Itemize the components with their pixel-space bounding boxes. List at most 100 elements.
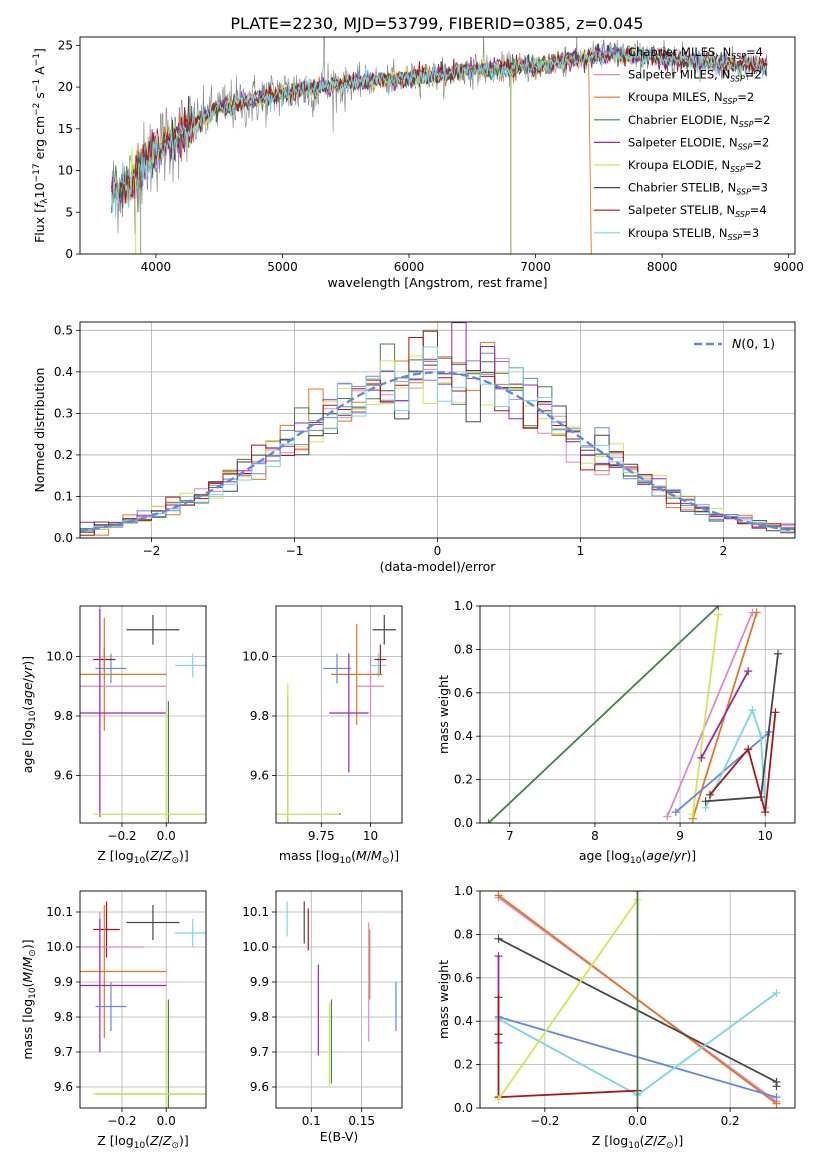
- y-tick-label: 0.4: [454, 729, 473, 743]
- legend-entry: Chabrier ELODIE, NSSP=2: [628, 113, 770, 129]
- axes-frame: [479, 605, 796, 824]
- series-line: [709, 712, 777, 813]
- y-tick-label: 0.0: [454, 1101, 473, 1115]
- x-tick-label: 0.2: [721, 1114, 740, 1128]
- legend-entry: Chabrier MILES, NSSP=4: [628, 45, 763, 61]
- legend: N(0, 1): [694, 336, 775, 351]
- series-line: [700, 670, 749, 759]
- y-tick-label: 9.9: [250, 975, 269, 989]
- axes-frame: [275, 605, 403, 824]
- legend: Chabrier MILES, NSSP=4 Salpeter MILES, NS…: [594, 45, 770, 242]
- data-point: [772, 1082, 781, 1091]
- x-tick-label: 5000: [267, 260, 298, 274]
- y-tick-label: 9.9: [54, 975, 73, 989]
- legend-entry: Salpeter ELODIE, NSSP=2: [628, 135, 769, 151]
- figure-title: PLATE=2230, MJD=53799, FIBERID=0385, z=0…: [230, 14, 643, 33]
- x-tick-label: 10: [758, 829, 773, 843]
- y-tick-label: 10.1: [46, 905, 73, 919]
- axes-frame: [79, 321, 796, 539]
- series-line: [704, 707, 767, 809]
- panel-age_vs_Z: −0.2 0.0 9.6 9.8 10.0 Z [log10(Z/Z⊙)] age [log…: [20, 605, 207, 866]
- y-axis-label: Flux [fλ10−17 erg cm−2 s−1 A−1]: [32, 48, 50, 243]
- y-tick-label: 15: [58, 122, 73, 136]
- data-point: [688, 810, 697, 819]
- x-axis-label: wavelength [Angstrom, rest frame]: [327, 275, 547, 290]
- x-axis-label: age [log10(age/yr)]: [579, 848, 696, 866]
- x-axis-label: Z [log10(Z/Z⊙)]: [592, 1133, 684, 1151]
- x-tick-label: 0.0: [628, 1114, 647, 1128]
- x-tick-label: 0.0: [157, 1114, 176, 1128]
- x-tick-label: −0.2: [530, 1114, 559, 1128]
- y-tick-label: 0.1: [54, 489, 73, 503]
- x-tick-label: 8000: [647, 260, 678, 274]
- data-point: [748, 706, 757, 715]
- x-axis-label: E(B-V): [320, 1129, 359, 1144]
- legend-entry: Salpeter STELIB, NSSP=4: [628, 203, 767, 219]
- y-tick-label: 0: [65, 247, 73, 261]
- spectrum-model-line: [111, 44, 768, 204]
- x-tick-label: 9000: [773, 260, 804, 274]
- data-point: [494, 934, 503, 943]
- y-tick-label: 9.6: [54, 1080, 73, 1094]
- x-tick-label: 0.15: [348, 1114, 375, 1128]
- plot-area: [80, 322, 795, 538]
- data-point: [671, 808, 680, 817]
- y-tick-label: 25: [58, 38, 73, 52]
- y-tick-label: 10.0: [242, 940, 269, 954]
- x-tick-label: −1: [286, 544, 304, 558]
- x-tick-label: 1: [577, 544, 585, 558]
- data-point: [714, 606, 723, 610]
- axes-frame: [275, 890, 403, 1109]
- y-axis-label: mass weight: [436, 960, 451, 1039]
- y-tick-label: 0.4: [454, 1014, 473, 1028]
- data-point: [633, 1104, 642, 1108]
- panel-mass_vs_Z: −0.2 0.0 9.6 9.7 9.8 9.9 10.0 10.1 Z [log10(Z/Z⊙…: [20, 890, 207, 1151]
- y-tick-label: 10.1: [242, 905, 269, 919]
- x-tick-label: 0.1: [302, 1114, 321, 1128]
- panel-residuals: −2 −1 0 1 2 0.0 0.1 0.2 0.3 0.4 0.5 (data-model)/er…: [32, 321, 796, 574]
- data-point: [744, 745, 753, 754]
- plot-area: [494, 891, 781, 1108]
- x-tick-label: 9: [676, 829, 684, 843]
- legend-entry: Kroupa ELODIE, NSSP=2: [628, 158, 762, 174]
- y-tick-label: 9.8: [250, 709, 269, 723]
- x-tick-label: 0: [434, 544, 442, 558]
- x-tick-label: 8: [591, 829, 599, 843]
- series-line: [497, 899, 639, 1100]
- y-tick-label: 9.7: [250, 1045, 269, 1059]
- y-tick-label: 1.0: [454, 884, 473, 898]
- x-axis-label: mass [log10(M/M⊙)]: [279, 848, 399, 866]
- data-point: [633, 891, 642, 895]
- axes-frame: [79, 36, 796, 255]
- plot-area: [286, 901, 397, 1087]
- data-point: [494, 993, 503, 1002]
- data-point: [744, 667, 753, 676]
- x-tick-label: −0.2: [107, 1114, 136, 1128]
- data-point: [494, 1095, 503, 1104]
- y-tick-label: 0.8: [454, 927, 473, 941]
- plot-area: [80, 901, 206, 1108]
- x-tick-label: 0.0: [157, 829, 176, 843]
- legend-entry: Chabrier STELIB, NSSP=3: [628, 181, 768, 197]
- y-tick-label: 9.8: [250, 1010, 269, 1024]
- plot-area: [276, 614, 397, 823]
- data-point: [697, 753, 706, 762]
- x-tick-label: 7: [506, 829, 514, 843]
- y-tick-label: 0.5: [54, 323, 73, 337]
- y-axis-label: Normed distribution: [32, 368, 47, 493]
- series-line: [666, 612, 754, 817]
- y-tick-label: 0.4: [54, 365, 73, 379]
- y-tick-label: 0.2: [454, 773, 473, 787]
- data-point: [761, 808, 770, 817]
- data-point: [494, 1030, 503, 1039]
- panel-spectrum: 4000 5000 6000 7000 8000 9000 0 5 10 15 20 25 wavele…: [32, 36, 804, 290]
- y-axis-label: mass weight: [436, 675, 451, 754]
- x-tick-label: −0.2: [107, 829, 136, 843]
- y-tick-label: 10.0: [46, 650, 73, 664]
- x-tick-label: 9.75: [308, 829, 335, 843]
- y-tick-label: 20: [58, 80, 73, 94]
- x-tick-label: 4000: [141, 260, 172, 274]
- normal-curve: [80, 371, 795, 532]
- legend-entry: Salpeter MILES, NSSP=2: [628, 68, 762, 84]
